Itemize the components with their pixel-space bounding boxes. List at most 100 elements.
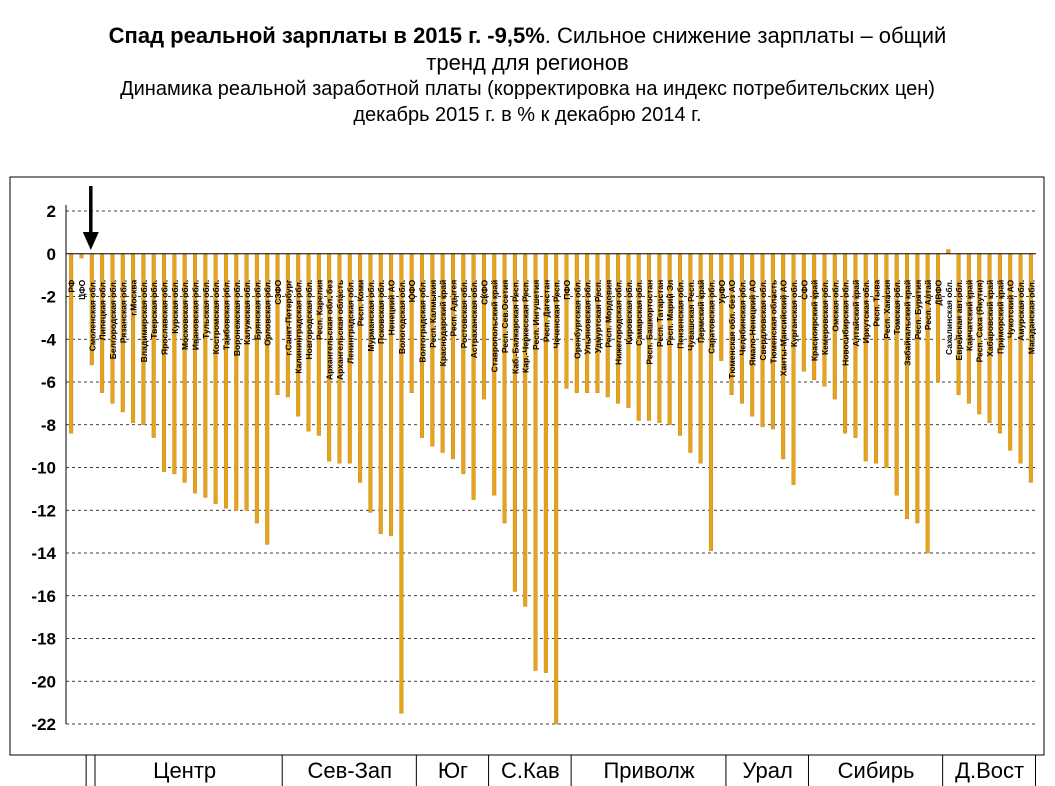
bar bbox=[131, 253, 136, 423]
category-label: Удмуртская Респ. bbox=[593, 280, 603, 353]
category-label: Респ. Бурятия bbox=[913, 280, 923, 340]
category-label: Орловская обл. bbox=[263, 280, 273, 346]
y-tick-label: -8 bbox=[41, 416, 56, 435]
category-label: Псковская обл. bbox=[376, 280, 386, 344]
category-label: Кировская обл. bbox=[624, 280, 634, 345]
y-tick-label: -2 bbox=[41, 288, 56, 307]
category-label: Саратовская обл. bbox=[706, 280, 716, 354]
category-label: Ивановская обл. bbox=[190, 280, 200, 350]
bar bbox=[564, 253, 569, 389]
group-label: С.Кав bbox=[501, 758, 560, 783]
category-label: Пензенская обл. bbox=[675, 280, 685, 349]
y-tick-label: -18 bbox=[31, 630, 56, 649]
category-label: Новгородская обл. bbox=[304, 280, 314, 360]
bar bbox=[409, 253, 414, 393]
category-label: Оренбургская обл. bbox=[572, 280, 582, 359]
category-label: Магаданская обл. bbox=[1026, 280, 1036, 354]
category-label: СЗФО bbox=[273, 279, 283, 304]
category-label: Кемеровская обл. bbox=[820, 280, 830, 355]
category-label: Волгоградская обл. bbox=[418, 280, 428, 363]
category-label: Респ. Коми bbox=[356, 280, 366, 326]
category-label: Респ. Дагестан bbox=[541, 280, 551, 342]
bar bbox=[935, 253, 940, 383]
category-label: Смоленская обл. bbox=[87, 280, 97, 351]
chart-title-line2: тренд для регионов bbox=[426, 50, 629, 75]
category-label: Воронежская обл. bbox=[232, 280, 242, 356]
y-tick-label: -4 bbox=[41, 330, 57, 349]
category-label: Респ. Адыгея bbox=[448, 280, 458, 337]
category-label: Нижегородская обл. bbox=[614, 280, 624, 365]
category-label: Респ. Башкортостан bbox=[645, 280, 655, 365]
category-label: ЦФО bbox=[77, 279, 87, 299]
category-label: Ставропольский край bbox=[490, 280, 500, 373]
category-label: г.Санкт-Петербург bbox=[283, 279, 293, 355]
category-label: Свердловская обл. bbox=[758, 280, 768, 361]
category-label: Респ. Хакасия bbox=[882, 280, 892, 339]
category-label: Липецкая обл. bbox=[98, 280, 108, 341]
annotation-arrow-head bbox=[82, 232, 99, 250]
category-label: Новосибирская обл. bbox=[841, 280, 851, 366]
category-label: Тамбовская обл. bbox=[221, 280, 231, 350]
category-label: Камчатский край bbox=[964, 280, 974, 351]
category-label: СКФО bbox=[479, 279, 489, 304]
group-label: Юг bbox=[438, 758, 468, 783]
title-rest: . Сильное снижение зарплаты – общий bbox=[544, 23, 947, 48]
category-label: Забайкальский край bbox=[903, 280, 913, 366]
category-label: Самарская обл. bbox=[634, 280, 644, 346]
y-tick-label: 0 bbox=[47, 245, 56, 264]
group-label: Приволж bbox=[603, 758, 694, 783]
category-label: Белгородская обл. bbox=[108, 280, 118, 359]
category-label: Владимирская обл. bbox=[139, 280, 149, 363]
y-tick-label: -22 bbox=[31, 715, 56, 734]
chart-title: Спад реальной зарплаты в 2015 г. -9,5%. … bbox=[0, 22, 1055, 49]
category-label: Сахалинская обл. bbox=[944, 280, 954, 355]
title-bold: Спад реальной зарплаты в 2015 г. -9,5% bbox=[108, 23, 545, 48]
category-label: Курганская обл. bbox=[789, 280, 799, 347]
category-label: Московская обл. bbox=[180, 280, 190, 350]
category-label: Ростовская обл. bbox=[459, 280, 469, 349]
category-label: Чувашская Респ. bbox=[686, 280, 696, 351]
category-label: Калужская обл. bbox=[242, 280, 252, 345]
category-label: Архангельская область bbox=[335, 280, 345, 380]
category-label: Приморский край bbox=[995, 280, 1005, 354]
category-label: ПФО bbox=[562, 279, 572, 299]
category-label: Еврейская авт.обл. bbox=[954, 280, 964, 361]
category-label: Респ. Саха (Якутия) bbox=[975, 280, 985, 363]
y-tick-label: -16 bbox=[31, 587, 56, 606]
category-label: УрФО bbox=[717, 279, 727, 303]
bar bbox=[481, 253, 486, 400]
chart-subtitle-line2: декабрь 2015 г. в % к декабрю 2014 г. bbox=[353, 104, 702, 126]
y-tick-label: -6 bbox=[41, 373, 56, 392]
category-label: Мурманская обл. bbox=[366, 280, 376, 352]
group-label: Урал bbox=[743, 758, 793, 783]
y-tick-label: -10 bbox=[31, 459, 56, 478]
category-label: Ленинградская обл. bbox=[345, 280, 355, 364]
category-label: Чеченская Респ. bbox=[552, 280, 562, 349]
group-label: Д.Вост bbox=[955, 758, 1024, 783]
category-label: Костромская обл. bbox=[211, 280, 221, 355]
category-label: Астраханская обл. bbox=[469, 280, 479, 358]
y-tick-label: -14 bbox=[31, 544, 56, 563]
chart-subtitle: Динамика реальной заработной платы (корр… bbox=[120, 78, 935, 100]
category-label: Иркутская обл. bbox=[861, 280, 871, 343]
bar bbox=[79, 253, 84, 259]
group-label: Сибирь bbox=[838, 758, 915, 783]
category-label: г.Москва bbox=[129, 279, 139, 315]
category-label: Ямало-Ненецкий АО bbox=[748, 279, 758, 365]
bar bbox=[801, 253, 806, 372]
category-label: Ульяновская обл. bbox=[583, 280, 593, 355]
y-tick-label: -20 bbox=[31, 672, 56, 691]
category-label: Архангельская обл. без bbox=[325, 280, 335, 380]
category-label: РФ bbox=[67, 280, 77, 293]
category-label: Респ. Татарстан bbox=[655, 280, 665, 347]
title-block: Спад реальной зарплаты в 2015 г. -9,5%. … bbox=[0, 22, 1055, 128]
category-label: Каб.-Балкарская Респ. bbox=[510, 280, 520, 374]
category-label: Тюменская область bbox=[768, 280, 778, 364]
category-label: Рязанская обл. bbox=[118, 280, 128, 344]
category-label: Ханты-Мансийский АО bbox=[779, 279, 789, 376]
category-label: Брянская обл. bbox=[252, 280, 262, 340]
group-label: Сев-Зап bbox=[307, 758, 392, 783]
category-label: ЮФО bbox=[407, 279, 417, 302]
category-label: Тверская обл. bbox=[149, 280, 159, 339]
category-label: Респ. Алтай bbox=[923, 280, 933, 330]
